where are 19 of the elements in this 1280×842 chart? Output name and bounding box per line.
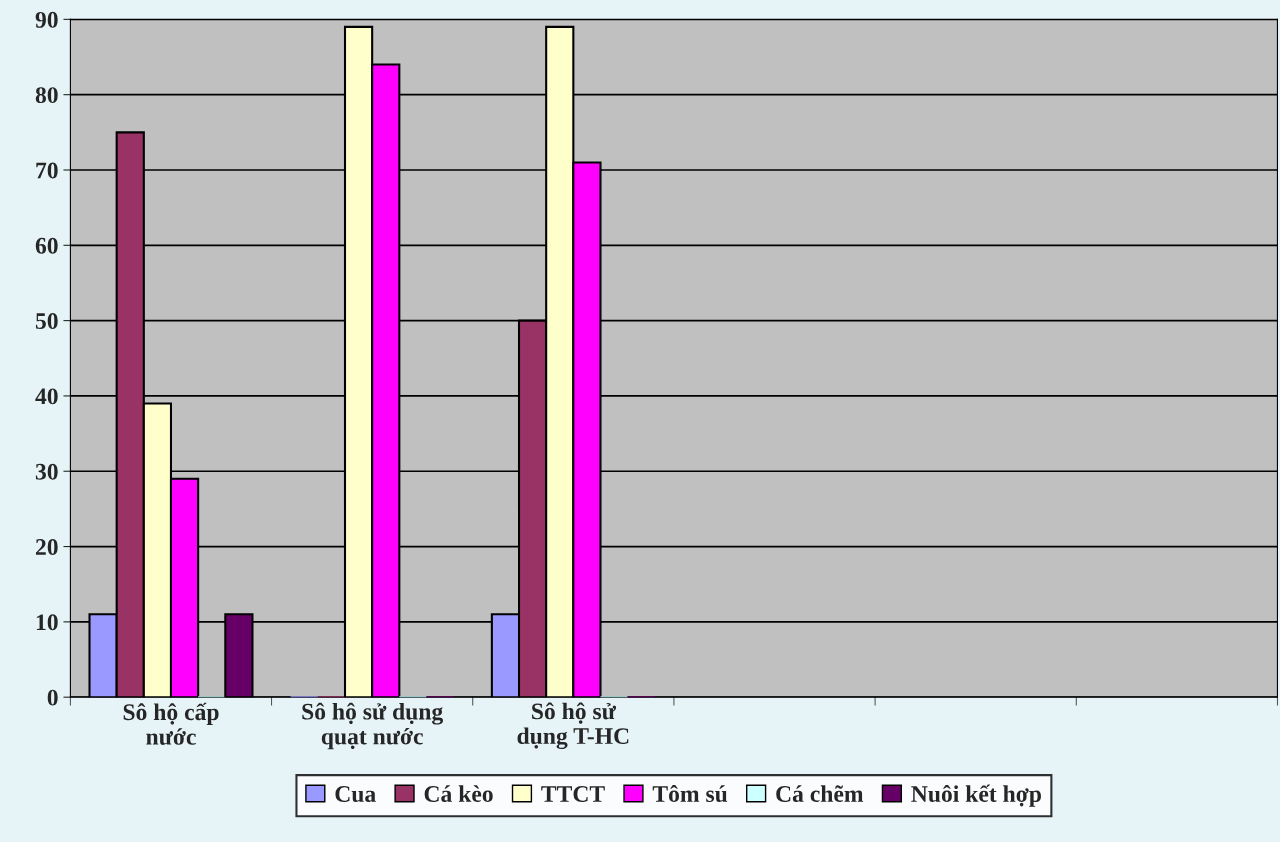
legend-label: Nuôi kết hợp: [911, 784, 1041, 807]
y-tick-label: 30: [35, 463, 58, 480]
x-tick-label: Sô hộ sử dụng T-HC: [517, 702, 629, 750]
y-tick-label: 20: [35, 539, 58, 555]
y-tick-label: 80: [35, 87, 58, 104]
y-tick-label: 50: [35, 313, 58, 330]
x-tick-label: Sô hộ sử dụng quạt nước: [302, 702, 443, 750]
y-tick-label: 60: [35, 237, 58, 254]
legend-label: Cá kèo: [424, 785, 493, 802]
legend-label: Cá chẽm: [776, 785, 864, 802]
legend-label: Tôm sú: [652, 785, 728, 803]
y-tick-label: 40: [35, 388, 58, 405]
x-tick-label: Sô hộ cấp nước: [123, 702, 219, 745]
y-tick-label: 70: [36, 162, 58, 179]
y-tick-label: 10: [36, 614, 58, 631]
y-tick-label: 0: [47, 689, 58, 706]
legend-label: Cua: [335, 786, 376, 803]
legend-label: TTCT: [541, 786, 605, 802]
y-tick-label: 90: [35, 11, 58, 28]
